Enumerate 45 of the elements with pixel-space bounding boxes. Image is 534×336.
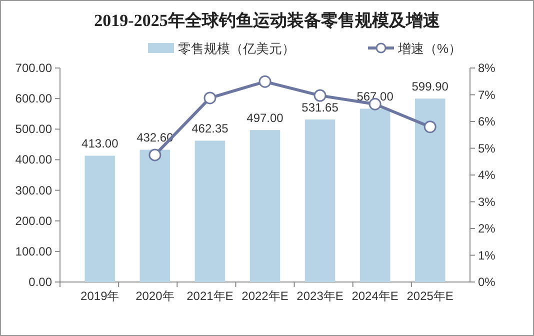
- x-tick-label: 2019年: [80, 289, 120, 303]
- y-tick-label: 700.00: [15, 61, 52, 75]
- data-label: 599.90: [412, 80, 449, 94]
- y-tick-label: 100.00: [15, 244, 52, 258]
- y2-tick-label: 6%: [478, 114, 496, 128]
- legend-label: 增速（%）: [397, 41, 462, 56]
- point: [148, 148, 162, 162]
- bar: [414, 98, 446, 282]
- x-tick-label: 2023年E: [296, 289, 344, 303]
- y-tick-label: 500.00: [15, 122, 52, 136]
- data-label: 413.00: [82, 136, 119, 151]
- data-label: 567.00: [356, 90, 394, 104]
- bar: [360, 108, 390, 282]
- y-tick-label: 0.00: [28, 275, 52, 289]
- x-tick-label: 2020年: [136, 289, 174, 303]
- data-label: 531.65: [302, 100, 339, 114]
- point: [204, 92, 216, 104]
- bar: [250, 130, 280, 282]
- bar: [194, 140, 226, 282]
- x-tick-label: 2021年E: [186, 289, 234, 303]
- y2-tick-label: 8%: [478, 61, 496, 75]
- y-tick-label: 400.00: [15, 152, 52, 167]
- x-tick-label: 2022年E: [242, 289, 288, 303]
- y2-tick-label: 3%: [478, 194, 496, 209]
- y2-tick-label: 1%: [478, 248, 496, 262]
- data-label: 497.00: [246, 111, 284, 126]
- y2-tick-label: 5%: [478, 141, 496, 156]
- point: [258, 75, 272, 88]
- x-tick-label: 2024年E: [352, 289, 398, 303]
- y-tick-label: 300.00: [15, 183, 52, 198]
- bar: [140, 150, 170, 282]
- bar: [84, 156, 116, 282]
- y2-tick-label: 7%: [478, 88, 496, 102]
- chart-title: 2019-2025年全球钓鱼运动装备零售规模及增速: [94, 11, 440, 30]
- y-tick-label: 600.00: [15, 92, 52, 106]
- y2-tick-label: 0%: [478, 275, 496, 289]
- y2-tick-label: 4%: [478, 168, 496, 182]
- y-tick-label: 200.00: [15, 214, 52, 228]
- point: [424, 120, 436, 134]
- legend-label: 零售规模（亿美元）: [178, 41, 295, 56]
- bar: [304, 119, 336, 282]
- point: [314, 89, 326, 102]
- data-label: 462.35: [192, 122, 229, 136]
- y2-tick-label: 2%: [478, 222, 496, 236]
- x-tick-label: 2025年E: [406, 289, 454, 303]
